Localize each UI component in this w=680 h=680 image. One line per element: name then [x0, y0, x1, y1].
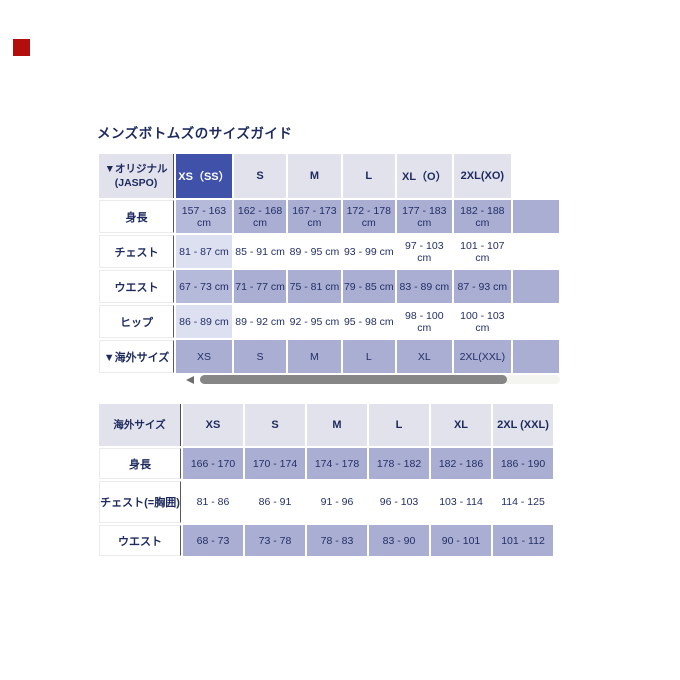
size-header-m[interactable]: M: [288, 154, 341, 198]
size-cell: 90 - 101: [431, 525, 491, 556]
size-header-xl: XL: [431, 404, 491, 446]
row-label-waist: ウエスト: [99, 270, 175, 303]
size-cell: 178 - 182: [369, 448, 429, 479]
size-cell: 98 - 100 cm: [396, 305, 452, 338]
scroll-left-arrow-icon[interactable]: [186, 376, 194, 384]
row-label-height: 身長: [99, 448, 181, 479]
overseas-header-label: 海外サイズ: [99, 404, 181, 446]
size-cell: 85 - 91 cm: [233, 235, 287, 268]
size-header-xl-o[interactable]: XL（O）: [396, 154, 452, 198]
size-header-s: S: [245, 404, 305, 446]
table-row: ▼オリジナル (JASPO) XS（SS） S M L XL（O） 2XL(XO…: [99, 154, 559, 198]
size-cell: XS: [176, 340, 232, 373]
table-row: ▼海外サイズ XS S M L XL 2XL(XXL): [99, 340, 559, 373]
size-cell: L: [342, 340, 395, 373]
size-header-2xl-xo[interactable]: 2XL(XO): [453, 154, 512, 198]
size-cell: 68 - 73: [183, 525, 243, 556]
size-cell: 100 - 103 cm: [453, 305, 512, 338]
horizontal-scrollbar-thumb[interactable]: [200, 375, 507, 384]
clipped-column-cell: [513, 270, 559, 303]
size-cell: 172 - 178 cm: [342, 200, 395, 233]
overseas-size-table: 海外サイズ XS S M L XL 2XL (XXL) 身長 166 - 170…: [97, 402, 555, 558]
size-header-xs-ss[interactable]: XS（SS）: [176, 154, 232, 198]
clipped-column-cell: [513, 340, 559, 373]
size-cell: 182 - 188 cm: [453, 200, 512, 233]
size-cell: 78 - 83: [307, 525, 367, 556]
size-cell: 2XL(XXL): [453, 340, 512, 373]
table-row: チェスト 81 - 87 cm 85 - 91 cm 89 - 95 cm 93…: [99, 235, 559, 268]
original-size-table-scroll-area[interactable]: ▼オリジナル (JASPO) XS（SS） S M L XL（O） 2XL(XO…: [97, 152, 561, 376]
size-header-s[interactable]: S: [233, 154, 287, 198]
size-cell: 89 - 92 cm: [233, 305, 287, 338]
size-cell: 73 - 78: [245, 525, 305, 556]
size-cell: 103 - 114: [431, 481, 491, 523]
red-marker-square: [13, 39, 30, 56]
size-cell: 89 - 95 cm: [288, 235, 341, 268]
table-row: チェスト(=胸囲) 81 - 86 86 - 91 91 - 96 96 - 1…: [99, 481, 553, 523]
size-cell: 83 - 90: [369, 525, 429, 556]
original-header-line2: (JASPO): [114, 177, 158, 189]
row-label-height: 身長: [99, 200, 175, 233]
size-cell: 174 - 178: [307, 448, 367, 479]
size-cell: 96 - 103: [369, 481, 429, 523]
size-header-2xl-xxl: 2XL (XXL): [493, 404, 553, 446]
clipped-column-cell: [513, 154, 559, 198]
size-cell: 86 - 89 cm: [176, 305, 232, 338]
size-cell: 182 - 186: [431, 448, 491, 479]
original-size-table: ▼オリジナル (JASPO) XS（SS） S M L XL（O） 2XL(XO…: [97, 152, 561, 375]
size-header-m: M: [307, 404, 367, 446]
clipped-column-cell: [513, 200, 559, 233]
size-cell: 162 - 168 cm: [233, 200, 287, 233]
table-row: ウエスト 68 - 73 73 - 78 78 - 83 83 - 90 90 …: [99, 525, 553, 556]
row-label-hip: ヒップ: [99, 305, 175, 338]
size-cell: 81 - 87 cm: [176, 235, 232, 268]
table-row: 身長 166 - 170 170 - 174 174 - 178 178 - 1…: [99, 448, 553, 479]
size-cell: 75 - 81 cm: [288, 270, 341, 303]
size-cell: 166 - 170: [183, 448, 243, 479]
size-cell: 157 - 163 cm: [176, 200, 232, 233]
table-row: 海外サイズ XS S M L XL 2XL (XXL): [99, 404, 553, 446]
size-cell: XL: [396, 340, 452, 373]
overseas-size-table-area: 海外サイズ XS S M L XL 2XL (XXL) 身長 166 - 170…: [97, 402, 557, 560]
size-cell: M: [288, 340, 341, 373]
clipped-column-cell: [513, 235, 559, 268]
size-cell: 186 - 190: [493, 448, 553, 479]
original-header-line1: ▼オリジナル: [104, 162, 168, 175]
size-cell: 92 - 95 cm: [288, 305, 341, 338]
page-title: メンズボトムズのサイズガイド: [97, 126, 293, 141]
size-cell: 97 - 103 cm: [396, 235, 452, 268]
size-cell: 71 - 77 cm: [233, 270, 287, 303]
size-cell: 87 - 93 cm: [453, 270, 512, 303]
size-cell: 79 - 85 cm: [342, 270, 395, 303]
size-cell: 93 - 99 cm: [342, 235, 395, 268]
size-cell: 86 - 91: [245, 481, 305, 523]
size-header-xs: XS: [183, 404, 243, 446]
clipped-column-cell: [513, 305, 559, 338]
size-cell: 83 - 89 cm: [396, 270, 452, 303]
size-cell: 91 - 96: [307, 481, 367, 523]
table-row: ヒップ 86 - 89 cm 89 - 92 cm 92 - 95 cm 95 …: [99, 305, 559, 338]
size-cell: 67 - 73 cm: [176, 270, 232, 303]
row-label-chest: チェスト: [99, 235, 175, 268]
size-header-l: L: [369, 404, 429, 446]
size-cell: 101 - 112: [493, 525, 553, 556]
row-label-overseas-size: ▼海外サイズ: [99, 340, 175, 373]
size-cell: 114 - 125: [493, 481, 553, 523]
size-cell: 167 - 173 cm: [288, 200, 341, 233]
size-cell: 101 - 107 cm: [453, 235, 512, 268]
table-row: 身長 157 - 163 cm 162 - 168 cm 167 - 173 c…: [99, 200, 559, 233]
size-cell: S: [233, 340, 287, 373]
size-cell: 170 - 174: [245, 448, 305, 479]
size-cell: 81 - 86: [183, 481, 243, 523]
size-cell: 95 - 98 cm: [342, 305, 395, 338]
original-header-label: ▼オリジナル (JASPO): [99, 154, 175, 198]
table-row: ウエスト 67 - 73 cm 71 - 77 cm 75 - 81 cm 79…: [99, 270, 559, 303]
size-cell: 177 - 183 cm: [396, 200, 452, 233]
row-label-waist: ウエスト: [99, 525, 181, 556]
row-label-chest: チェスト(=胸囲): [99, 481, 181, 523]
size-header-l[interactable]: L: [342, 154, 395, 198]
